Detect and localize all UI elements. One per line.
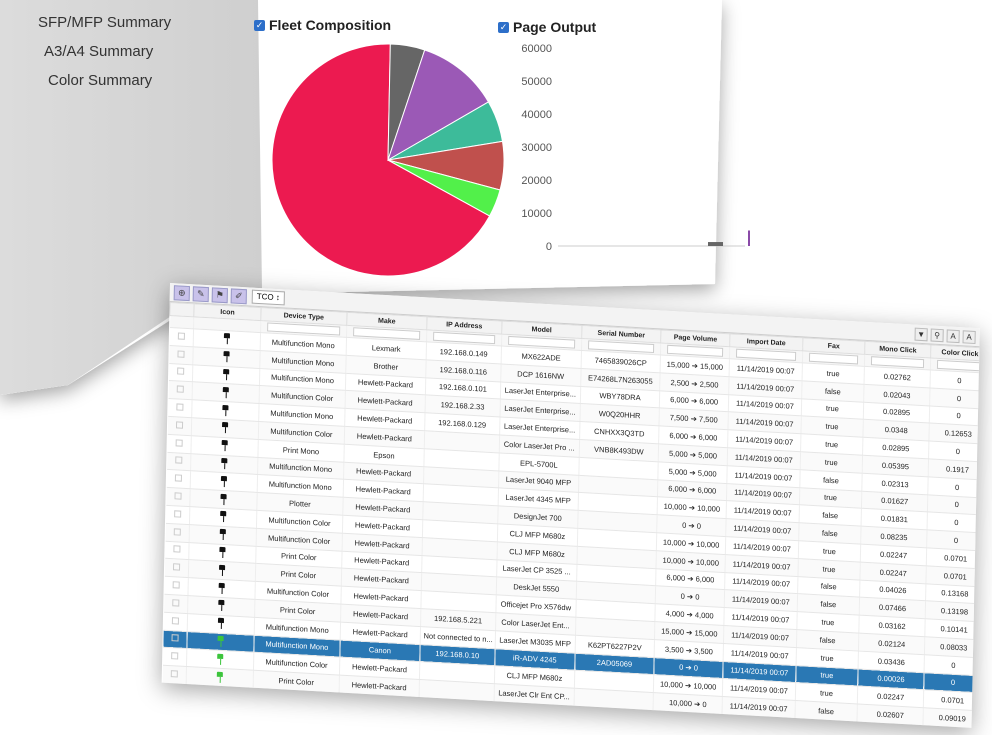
- row-select-cell: [166, 434, 192, 454]
- row-checkbox[interactable]: [176, 385, 184, 394]
- row-checkbox[interactable]: [173, 527, 181, 536]
- sidebar-item-sfp-mfp-summary[interactable]: SFP/MFP Summary: [38, 14, 172, 31]
- row-checkbox[interactable]: [174, 474, 182, 482]
- row-checkbox[interactable]: [172, 563, 181, 571]
- y-tick-label: 20000: [521, 175, 552, 187]
- bar[interactable]: [708, 242, 723, 246]
- map-pin-icon: [223, 351, 229, 361]
- edit-icon[interactable]: ✐: [230, 287, 247, 304]
- y-tick-label: 30000: [521, 142, 552, 154]
- row-select-cell: [162, 647, 188, 667]
- page-output-bar-chart: 60000 50000 40000 30000 20000 10000 0: [521, 43, 750, 253]
- row-checkbox[interactable]: [175, 456, 183, 465]
- row-select-cell: [165, 487, 191, 507]
- pie-slice[interactable]: [271, 43, 491, 277]
- row-checkbox[interactable]: [177, 367, 185, 376]
- row-select-cell: [164, 558, 190, 578]
- sidebar-item-a3-a4-summary[interactable]: A3/A4 Summary: [44, 43, 154, 60]
- sidebar-item-color-summary[interactable]: Color Summary: [48, 72, 153, 89]
- row-select-cell: [168, 345, 194, 365]
- map-pin-icon: [217, 671, 223, 681]
- map-pin-icon: [221, 458, 227, 468]
- row-select-cell: [166, 451, 192, 472]
- page-output-title: Page Output: [513, 19, 597, 35]
- checkbox-checked-icon[interactable]: ✓: [498, 21, 509, 33]
- y-tick-label: 60000: [521, 43, 552, 55]
- y-tick-label: 50000: [521, 76, 552, 88]
- scenario-select[interactable]: TCO ↕: [251, 289, 286, 306]
- text-small-icon[interactable]: A: [946, 328, 960, 343]
- row-checkbox[interactable]: [175, 439, 183, 447]
- flag-icon[interactable]: ⚑: [211, 286, 228, 303]
- row-select-cell: [168, 363, 194, 383]
- map-pin-icon: [219, 547, 225, 557]
- row-select-cell: [163, 594, 189, 614]
- map-pin-icon: [222, 405, 228, 415]
- map-pin-icon: [223, 369, 229, 379]
- row-checkbox[interactable]: [172, 599, 180, 607]
- row-checkbox[interactable]: [173, 545, 181, 554]
- row-select-cell: [162, 665, 187, 685]
- text-large-icon[interactable]: A: [962, 329, 976, 344]
- row-checkbox[interactable]: [172, 581, 180, 589]
- row-select-cell: [163, 576, 189, 596]
- map-pin-icon: [217, 653, 223, 663]
- map-pin-icon: [218, 600, 224, 610]
- row-select-cell: [167, 416, 193, 436]
- filter-icon[interactable]: ▼: [914, 327, 928, 341]
- row-checkbox[interactable]: [177, 332, 185, 340]
- row-checkbox[interactable]: [174, 510, 182, 518]
- row-select-cell: [169, 327, 194, 347]
- map-pin-icon: [222, 422, 228, 432]
- map-pin-icon: [217, 636, 223, 646]
- row-select-cell: [163, 611, 188, 632]
- row-select-cell: [162, 629, 188, 649]
- row-select-cell: [164, 540, 190, 560]
- device-table: Icon Device Type Make IP Address Model Serial…: [162, 302, 980, 728]
- checkbox-checked-icon[interactable]: ✓: [254, 19, 265, 31]
- row-select-cell: [167, 398, 193, 418]
- row-checkbox[interactable]: [171, 616, 179, 625]
- crosshair-icon[interactable]: ⊕: [173, 284, 190, 301]
- row-checkbox[interactable]: [171, 652, 179, 660]
- column-filter-input[interactable]: [937, 359, 980, 372]
- row-checkbox[interactable]: [171, 634, 179, 642]
- map-pin-icon: [224, 333, 230, 343]
- y-tick-label: 40000: [521, 109, 552, 121]
- row-checkbox[interactable]: [170, 670, 178, 678]
- row-checkbox[interactable]: [176, 403, 184, 411]
- row-select-cell: [168, 380, 193, 400]
- select-arrow-icon: ↕: [275, 292, 281, 303]
- row-checkbox[interactable]: [174, 492, 182, 500]
- wand-icon[interactable]: ✎: [192, 285, 209, 302]
- page-output-toggle[interactable]: ✓ Page Output: [498, 19, 596, 35]
- y-tick-label: 0: [546, 241, 552, 253]
- row-checkbox[interactable]: [175, 421, 184, 429]
- scenario-value: TCO: [256, 291, 274, 302]
- table-cell: 0.09019: [923, 707, 980, 728]
- pie-slice[interactable]: [387, 49, 490, 162]
- fleet-composition-toggle[interactable]: ✓ Fleet Composition: [254, 17, 391, 33]
- map-pin-icon: [219, 565, 225, 575]
- fleet-composition-title: Fleet Composition: [269, 17, 392, 33]
- map-pin-icon: [220, 529, 226, 539]
- row-select-cell: [166, 469, 191, 489]
- row-select-cell: [165, 505, 191, 525]
- y-tick-label: 10000: [521, 208, 552, 220]
- bar[interactable]: [748, 230, 750, 246]
- fleet-composition-pie-chart: [271, 43, 505, 277]
- map-pin-icon: [222, 440, 228, 450]
- map-pin-icon: [220, 511, 226, 521]
- map-pin-icon: [221, 476, 227, 486]
- map-pin-icon: [220, 493, 226, 503]
- map-pin-icon: [223, 387, 229, 397]
- row-checkbox[interactable]: [177, 350, 185, 358]
- row-select-cell: [165, 523, 190, 543]
- pin-icon[interactable]: ⚲: [930, 328, 944, 342]
- pie-slice[interactable]: [387, 159, 501, 217]
- map-pin-icon: [219, 582, 225, 592]
- map-pin-icon: [218, 618, 224, 628]
- device-table-panel: ⊕ ✎ ⚑ ✐ TCO ↕ ▼ ⚲ A A Icon Device Type Mak…: [161, 283, 980, 728]
